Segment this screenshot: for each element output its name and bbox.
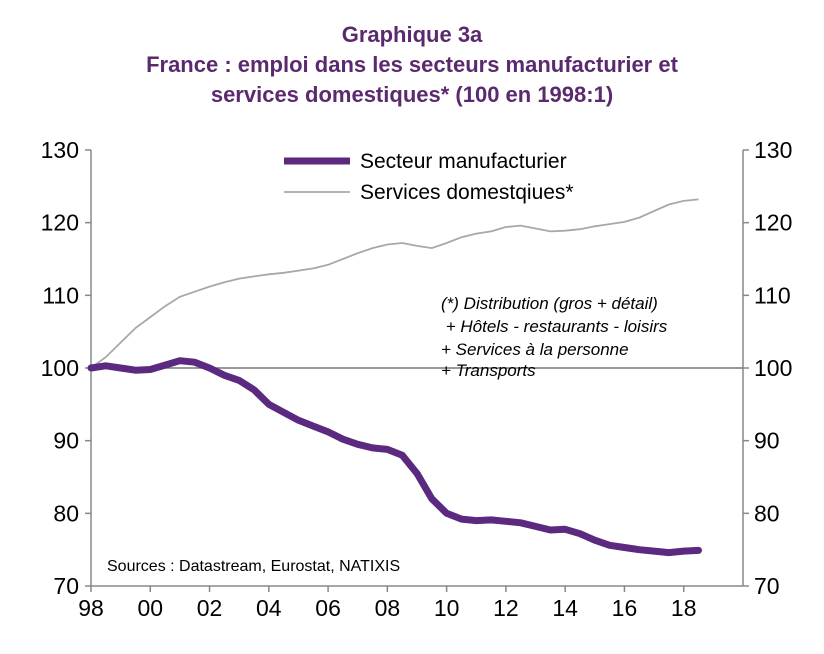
y-tick-label-right: 120 <box>754 210 792 236</box>
y-tick-label-right: 90 <box>754 428 780 454</box>
y-tick-label-left: 100 <box>41 355 79 381</box>
y-tick-label-right: 130 <box>754 137 792 163</box>
y-tick-label-right: 80 <box>754 500 780 526</box>
footnote-definition: (*) Distribution (gros + détail) + Hôtel… <box>441 294 668 380</box>
x-tick-label: 98 <box>78 595 104 621</box>
x-tick-label: 02 <box>197 595 223 621</box>
y-tick-label-left: 70 <box>53 573 79 599</box>
chart-title-line-2: France : emploi dans les secteurs manufa… <box>146 52 678 77</box>
legend-label-services: Services domestqiues* <box>360 181 574 204</box>
x-tick-label: 18 <box>671 595 697 621</box>
note-line-1: (*) Distribution (gros + détail) <box>441 294 658 313</box>
x-tick-label: 14 <box>552 595 578 621</box>
x-tick-label: 08 <box>375 595 401 621</box>
tick-marks <box>85 149 749 592</box>
y-tick-label-left: 90 <box>53 428 79 454</box>
tick-labels: 70 80 90 100 110 120 130 70 80 90 100 110 120 130 98 00… <box>41 137 793 621</box>
y-tick-label-right: 70 <box>754 573 780 599</box>
series-line-services <box>90 198 699 369</box>
legend-label-manufacturing: Secteur manufacturier <box>360 150 567 173</box>
y-tick-label-left: 110 <box>42 282 79 308</box>
note-line-3: + Services à la personne <box>441 340 629 359</box>
legend: Secteur manufacturier Services domestqiu… <box>284 150 574 204</box>
chart-title-line-3: services domestiques* (100 en 1998:1) <box>210 82 614 107</box>
x-tick-label: 12 <box>493 595 519 621</box>
y-tick-label-left: 120 <box>41 210 79 236</box>
note-line-4: + Transports <box>441 361 536 380</box>
y-tick-label-right: 100 <box>754 355 792 381</box>
x-tick-label: 00 <box>137 595 163 621</box>
y-tick-label-left: 80 <box>53 500 79 526</box>
note-line-2: + Hôtels - restaurants - loisirs <box>441 317 668 336</box>
source-note: Sources : Datastream, Eurostat, NATIXIS <box>107 558 400 575</box>
chart-title-line-1: Graphique 3a <box>341 22 483 47</box>
x-tick-label: 16 <box>612 595 638 621</box>
y-tick-label-right: 110 <box>754 282 791 308</box>
x-tick-label: 06 <box>315 595 341 621</box>
series-line-manufacturing <box>87 357 702 557</box>
y-tick-label-left: 130 <box>41 137 79 163</box>
x-tick-label: 04 <box>256 595 282 621</box>
x-tick-label: 10 <box>434 595 460 621</box>
